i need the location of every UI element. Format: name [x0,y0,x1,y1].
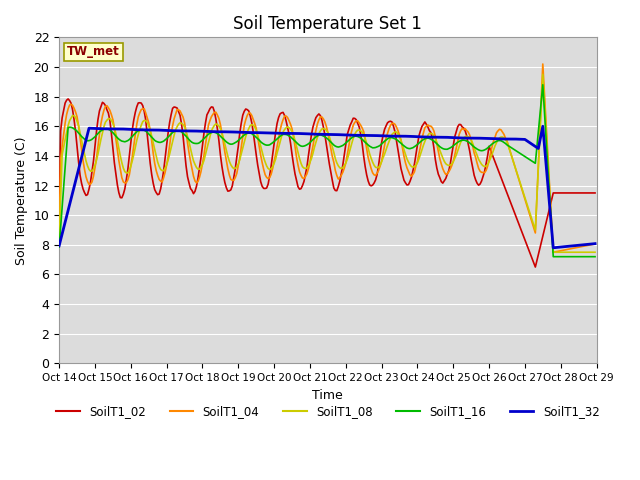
Legend: SoilT1_02, SoilT1_04, SoilT1_08, SoilT1_16, SoilT1_32: SoilT1_02, SoilT1_04, SoilT1_08, SoilT1_… [51,400,604,423]
Y-axis label: Soil Temperature (C): Soil Temperature (C) [15,136,28,264]
X-axis label: Time: Time [312,389,343,402]
Title: Soil Temperature Set 1: Soil Temperature Set 1 [234,15,422,33]
Text: TW_met: TW_met [67,46,120,59]
